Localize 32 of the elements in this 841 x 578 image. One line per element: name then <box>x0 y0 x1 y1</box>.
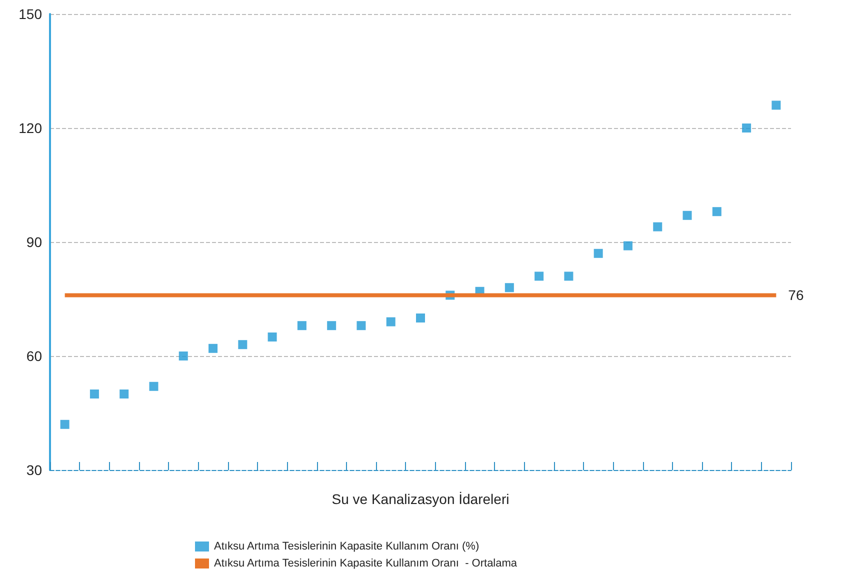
point <box>208 344 218 353</box>
point <box>772 100 781 110</box>
point <box>712 207 722 216</box>
y-tick-label: 60 <box>26 348 42 364</box>
point <box>178 352 188 360</box>
point <box>742 124 752 132</box>
point <box>149 382 158 391</box>
point <box>238 340 248 350</box>
point <box>386 317 396 326</box>
point <box>297 321 306 330</box>
point <box>416 314 425 322</box>
point <box>653 222 662 232</box>
point <box>268 332 277 342</box>
legend-label: Atıksu Artıma Tesislerinin Kapasite Kullanım Oranı (%) <box>214 540 480 552</box>
y-tick-label: 30 <box>26 462 42 478</box>
point <box>90 390 99 398</box>
point <box>534 272 544 281</box>
point <box>327 321 336 330</box>
point <box>120 390 129 398</box>
x-axis-title: Su ve Kanalizasyon İdareleri <box>332 491 510 507</box>
point <box>356 321 366 330</box>
legend-label: Atıksu Artıma Tesislerinin Kapasite Kullanım Oranı - Ortalama <box>214 558 518 570</box>
data-label: 76 <box>788 287 804 304</box>
point <box>623 241 632 250</box>
point <box>682 210 692 220</box>
point <box>564 272 574 281</box>
y-tick-label: 90 <box>26 234 42 250</box>
point <box>594 248 603 258</box>
point <box>504 283 514 292</box>
y-tick-label: 120 <box>18 120 42 136</box>
y-tick-label: 150 <box>18 6 42 22</box>
point <box>60 420 70 429</box>
